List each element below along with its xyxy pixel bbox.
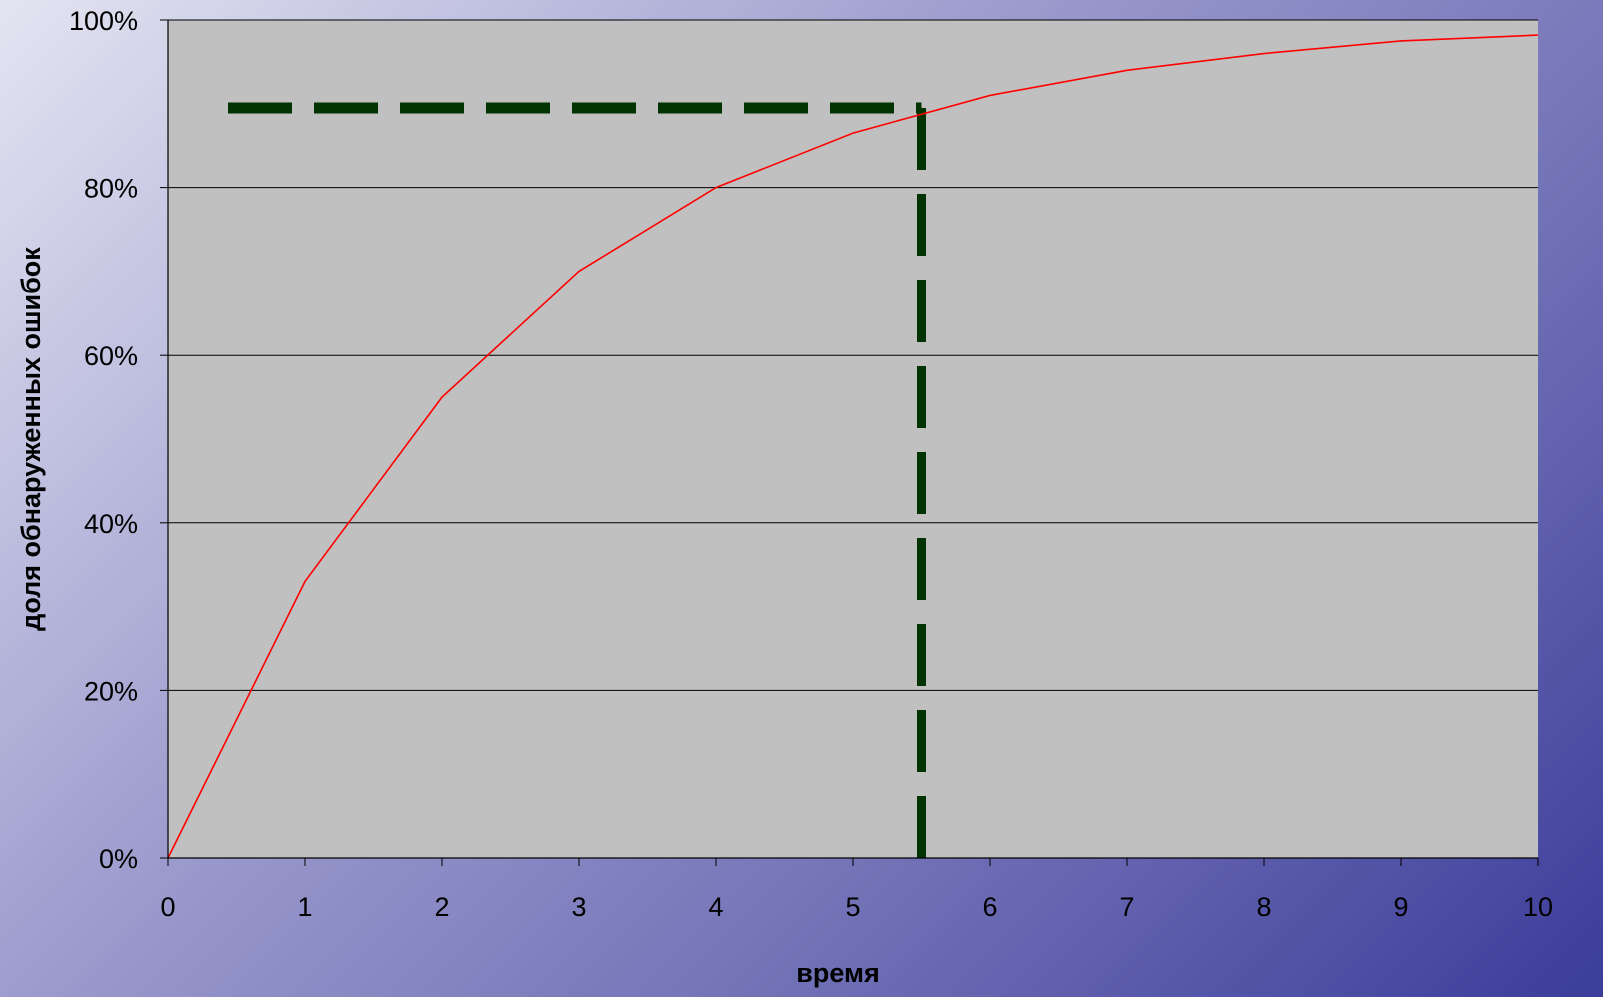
y-tick-label: 20% <box>84 676 138 706</box>
y-tick-label: 40% <box>84 509 138 539</box>
series-layer <box>167 34 1539 859</box>
x-tick-labels: 0 1 2 3 4 5 6 7 8 9 10 <box>160 892 1553 922</box>
grid-lines <box>160 19 1539 866</box>
x-tick-label: 7 <box>1119 892 1134 922</box>
y-tick-label: 0% <box>99 844 138 874</box>
y-tick-label: 100% <box>69 6 138 36</box>
plot-area <box>168 20 1538 858</box>
x-axis-title: время <box>796 958 879 988</box>
y-tick-labels: 0% 20% 40% 60% 80% 100% <box>69 6 138 874</box>
x-tick-label: 9 <box>1393 892 1408 922</box>
axes <box>167 20 1538 859</box>
x-tick-label: 4 <box>708 892 723 922</box>
y-tick-label: 60% <box>84 341 138 371</box>
x-tick-label: 8 <box>1256 892 1271 922</box>
y-axis-title: доля обнаруженных ошибок <box>16 247 46 631</box>
x-tick-label: 0 <box>160 892 175 922</box>
reference-lines <box>228 102 926 858</box>
x-tick-label: 6 <box>982 892 997 922</box>
x-tick-label: 1 <box>297 892 312 922</box>
x-tick-label: 3 <box>571 892 586 922</box>
y-tick-label: 80% <box>84 174 138 204</box>
x-tick-label: 5 <box>845 892 860 922</box>
x-tick-label: 10 <box>1523 892 1553 922</box>
x-tick-label: 2 <box>434 892 449 922</box>
